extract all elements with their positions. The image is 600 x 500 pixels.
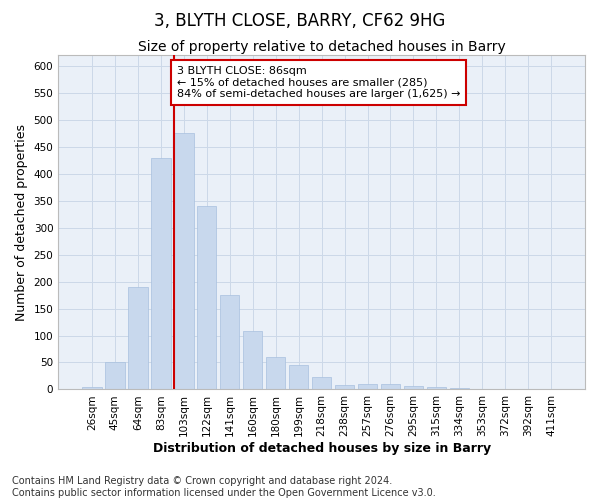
Bar [82, 387, 101, 390]
Bar [427, 387, 446, 390]
Text: 3 BLYTH CLOSE: 86sqm
← 15% of detached houses are smaller (285)
84% of semi-deta: 3 BLYTH CLOSE: 86sqm ← 15% of detached h… [177, 66, 460, 99]
Text: Contains HM Land Registry data © Crown copyright and database right 2024.
Contai: Contains HM Land Registry data © Crown c… [12, 476, 436, 498]
Bar [151, 158, 170, 390]
Bar [335, 385, 355, 390]
Bar [518, 389, 538, 390]
X-axis label: Distribution of detached houses by size in Barry: Distribution of detached houses by size … [152, 442, 491, 455]
Text: 3, BLYTH CLOSE, BARRY, CF62 9HG: 3, BLYTH CLOSE, BARRY, CF62 9HG [154, 12, 446, 30]
Bar [197, 206, 217, 390]
Bar [449, 388, 469, 390]
Bar [312, 377, 331, 390]
Bar [381, 384, 400, 390]
Bar [542, 389, 561, 390]
Title: Size of property relative to detached houses in Barry: Size of property relative to detached ho… [138, 40, 505, 54]
Bar [243, 331, 262, 390]
Bar [105, 362, 125, 390]
Bar [266, 357, 286, 390]
Bar [358, 384, 377, 390]
Bar [128, 287, 148, 390]
Bar [289, 365, 308, 390]
Bar [404, 386, 423, 390]
Bar [220, 295, 239, 390]
Bar [473, 389, 492, 390]
Y-axis label: Number of detached properties: Number of detached properties [15, 124, 28, 321]
Bar [174, 134, 194, 390]
